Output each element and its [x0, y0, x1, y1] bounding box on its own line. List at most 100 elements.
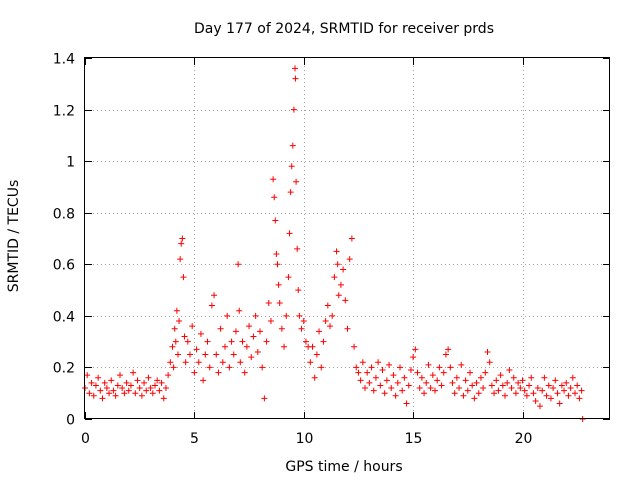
data-point	[226, 364, 233, 371]
data-point	[156, 387, 163, 394]
data-point	[287, 189, 294, 196]
data-point	[324, 302, 331, 309]
y-tick-label: 0.4	[53, 310, 75, 326]
data-point	[110, 387, 117, 394]
data-point	[189, 323, 196, 330]
data-point	[397, 364, 403, 371]
data-point	[178, 240, 185, 247]
y-tick-label: 0.2	[53, 361, 75, 377]
data-point	[101, 379, 108, 386]
data-point	[381, 390, 388, 397]
data-point	[565, 392, 572, 399]
data-point	[456, 385, 463, 392]
data-point	[451, 390, 458, 397]
data-point	[537, 403, 543, 410]
data-point	[329, 312, 336, 319]
data-point	[523, 392, 530, 399]
data-point	[517, 385, 524, 392]
data-point	[366, 379, 373, 386]
data-point	[482, 369, 489, 376]
data-point	[293, 178, 300, 185]
data-point	[136, 385, 143, 392]
data-point	[254, 348, 261, 355]
data-point	[172, 338, 179, 345]
data-point	[429, 372, 436, 379]
data-point	[99, 395, 106, 402]
data-point	[334, 261, 341, 268]
data-point	[412, 346, 419, 353]
data-point	[403, 400, 410, 407]
data-point	[368, 364, 375, 371]
data-point	[348, 235, 355, 242]
y-tick-label: 0	[66, 413, 75, 429]
data-point	[515, 379, 522, 386]
data-point	[123, 379, 130, 386]
data-point	[119, 385, 126, 392]
data-point	[506, 367, 513, 374]
data-point	[563, 379, 570, 386]
data-point	[576, 395, 583, 402]
data-point	[121, 390, 128, 397]
data-point	[390, 372, 397, 379]
data-point	[519, 377, 526, 384]
x-axis-label: GPS time / hours	[285, 459, 402, 475]
data-point	[313, 351, 320, 358]
data-point	[112, 392, 119, 399]
data-point	[471, 395, 478, 402]
data-point	[526, 382, 533, 389]
data-point	[421, 390, 428, 397]
data-point	[143, 387, 150, 394]
data-point	[180, 274, 187, 281]
data-point	[364, 369, 371, 376]
data-point	[436, 364, 443, 371]
data-point	[578, 387, 585, 394]
data-point	[90, 392, 97, 399]
data-point	[250, 333, 257, 340]
data-point	[211, 292, 218, 299]
y-tick-label: 1.4	[53, 52, 75, 68]
data-point	[239, 338, 246, 345]
data-point	[320, 338, 327, 345]
data-point	[184, 338, 191, 345]
data-point	[464, 387, 471, 394]
data-point	[375, 359, 382, 366]
data-point	[311, 374, 318, 381]
data-point	[353, 364, 360, 371]
data-point	[97, 387, 104, 394]
data-point	[138, 392, 145, 399]
data-point	[243, 343, 250, 350]
data-point	[370, 387, 377, 394]
data-point	[510, 374, 517, 381]
data-point	[484, 348, 491, 355]
data-point	[331, 274, 338, 281]
data-point	[316, 328, 323, 335]
data-point	[477, 374, 484, 381]
data-point	[458, 361, 465, 368]
data-point	[286, 230, 293, 237]
data-point	[558, 382, 565, 389]
data-point	[263, 338, 270, 345]
data-point	[295, 287, 302, 294]
data-point	[213, 351, 220, 358]
y-tick-label: 1	[66, 155, 75, 171]
data-point	[273, 250, 280, 257]
grid-lines	[85, 58, 610, 419]
data-point	[340, 266, 347, 273]
x-tick-label: 20	[515, 431, 533, 447]
data-point	[158, 379, 165, 386]
data-point	[543, 392, 550, 399]
data-point	[241, 369, 248, 376]
data-point	[202, 351, 209, 358]
data-point	[539, 387, 546, 394]
y-tick-label: 0.8	[53, 207, 75, 223]
data-point	[283, 312, 290, 319]
data-point	[292, 65, 298, 72]
data-point	[208, 302, 215, 309]
data-point	[497, 372, 504, 379]
data-point	[401, 374, 408, 381]
data-point	[92, 382, 99, 389]
data-point	[147, 385, 154, 392]
plot-frame	[84, 57, 610, 419]
data-point	[333, 248, 340, 255]
data-point	[259, 364, 266, 371]
